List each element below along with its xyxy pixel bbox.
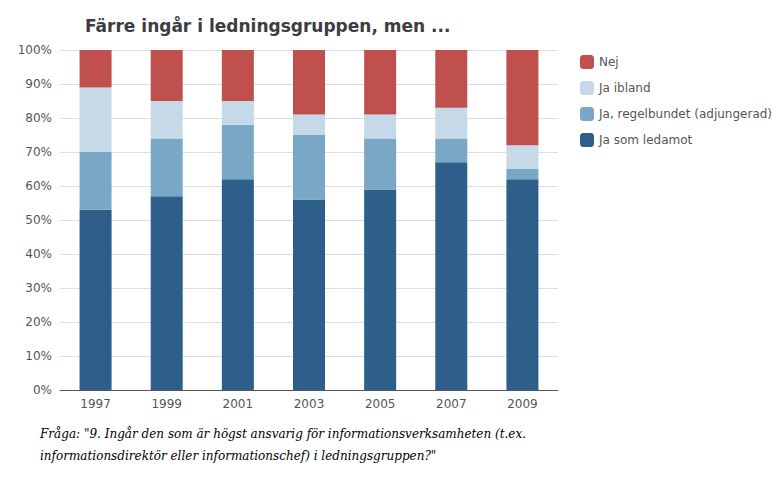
svg-text:40%: 40% <box>25 247 52 261</box>
svg-text:1999: 1999 <box>151 397 182 411</box>
svg-text:70%: 70% <box>25 145 52 159</box>
svg-text:2005: 2005 <box>365 397 396 411</box>
svg-text:Ja, regelbundet (adjungerad): Ja, regelbundet (adjungerad) <box>598 107 772 121</box>
svg-text:informationsdirektör eller inf: informationsdirektör eller informationsc… <box>40 449 436 463</box>
svg-text:2007: 2007 <box>436 397 467 411</box>
svg-text:2001: 2001 <box>223 397 254 411</box>
svg-text:1997: 1997 <box>80 397 111 411</box>
svg-text:2009: 2009 <box>507 397 538 411</box>
svg-text:Ja som ledamot: Ja som ledamot <box>598 133 693 147</box>
svg-text:30%: 30% <box>25 281 52 295</box>
svg-text:Nej: Nej <box>599 55 619 69</box>
svg-text:90%: 90% <box>25 77 52 91</box>
svg-text:50%: 50% <box>25 213 52 227</box>
svg-text:0%: 0% <box>33 383 52 397</box>
svg-text:Färre ingår i ledningsgruppen,: Färre ingår i ledningsgruppen, men ... <box>85 15 450 36</box>
svg-text:2003: 2003 <box>294 397 325 411</box>
svg-text:10%: 10% <box>25 349 52 363</box>
svg-text:Ja ibland: Ja ibland <box>598 81 651 95</box>
svg-text:60%: 60% <box>25 179 52 193</box>
svg-text:20%: 20% <box>25 315 52 329</box>
svg-text:80%: 80% <box>25 111 52 125</box>
svg-text:100%: 100% <box>18 43 52 57</box>
svg-text:Fråga: "9. Ingår den som är hö: Fråga: "9. Ingår den som är högst ansvar… <box>39 426 526 441</box>
